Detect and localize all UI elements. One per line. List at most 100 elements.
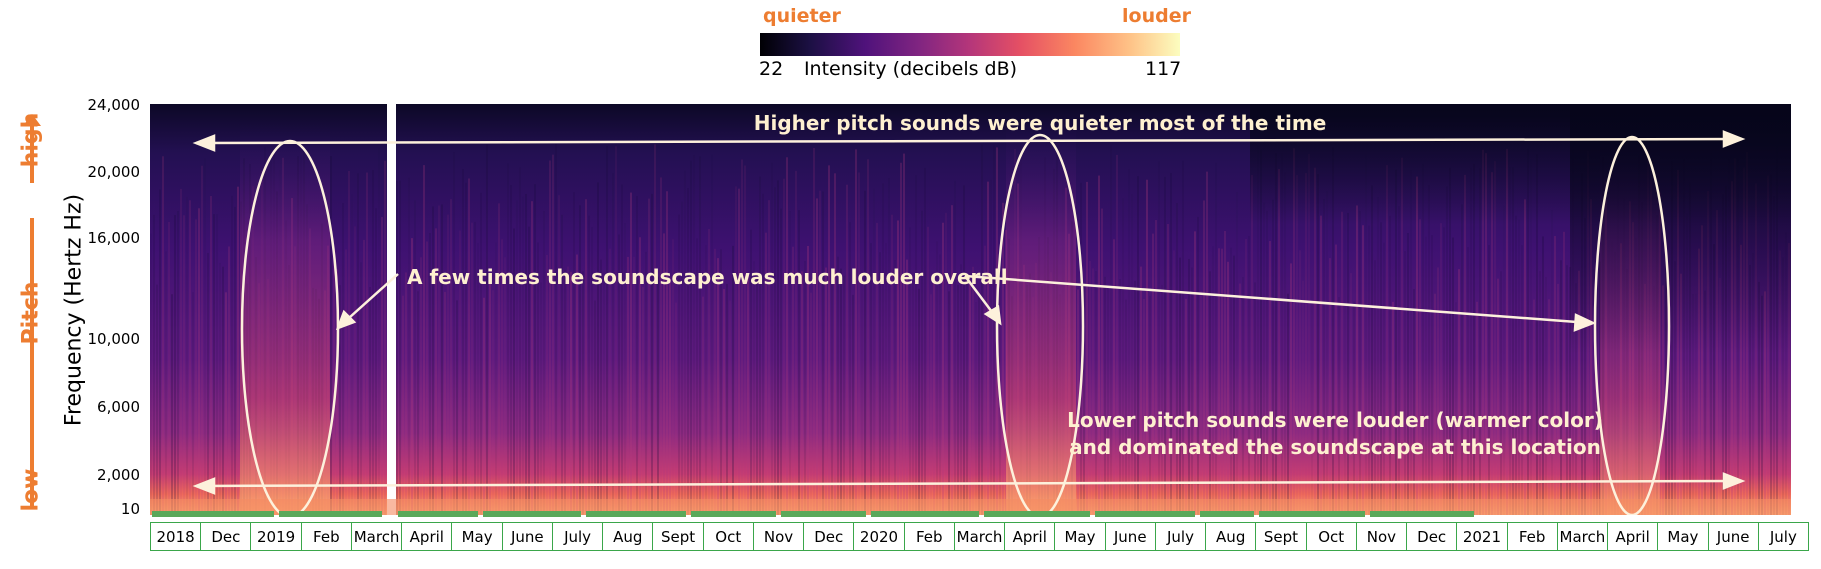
- streak: [1353, 301, 1355, 515]
- streak: [1347, 212, 1349, 515]
- streak: [939, 254, 941, 515]
- streak: [357, 173, 359, 515]
- streak: [420, 257, 422, 515]
- streak: [231, 195, 233, 515]
- streak: [921, 210, 923, 515]
- streak: [465, 182, 467, 515]
- colorbar-quieter-label: quieter: [763, 5, 841, 27]
- month-label: April: [1004, 522, 1056, 551]
- streak: [198, 208, 200, 515]
- streak: [1446, 186, 1448, 515]
- streak: [594, 300, 596, 515]
- streak: [1482, 149, 1484, 515]
- streak: [738, 188, 740, 515]
- streak: [1479, 168, 1481, 515]
- streak: [1086, 181, 1088, 515]
- streak: [648, 198, 650, 515]
- streak: [1416, 176, 1418, 515]
- streak: [1506, 148, 1508, 515]
- streak: [882, 183, 884, 515]
- streak: [1143, 298, 1145, 515]
- streak: [1542, 236, 1544, 515]
- streak: [1293, 148, 1295, 515]
- streak: [1560, 260, 1562, 515]
- streak: [1239, 283, 1241, 515]
- streak: [429, 233, 431, 515]
- streak: [687, 188, 689, 515]
- streak: [1149, 295, 1151, 515]
- streak: [1371, 185, 1373, 515]
- streak: [408, 177, 410, 515]
- streak: [1251, 175, 1253, 515]
- streak: [399, 180, 401, 515]
- annotation-top: Higher pitch sounds were quieter most of…: [754, 111, 1327, 135]
- streak: [549, 160, 551, 515]
- streak: [810, 292, 812, 515]
- streak: [186, 196, 188, 515]
- month-label: June: [1104, 522, 1156, 551]
- streak: [468, 178, 470, 515]
- streak: [966, 275, 968, 515]
- month-label: Sept: [652, 522, 704, 551]
- spectrogram: Higher pitch sounds were quieter most of…: [150, 104, 1791, 515]
- streak: [1197, 216, 1199, 515]
- streak: [906, 259, 908, 515]
- streak: [375, 208, 377, 515]
- streak: [708, 228, 710, 515]
- streak: [867, 159, 869, 515]
- streak: [534, 184, 536, 515]
- streak: [336, 269, 338, 515]
- streak: [729, 300, 731, 515]
- streak: [657, 276, 659, 515]
- streak: [456, 300, 458, 515]
- streak: [864, 190, 866, 515]
- y-tick-label: 10,000: [87, 330, 141, 348]
- streak: [885, 243, 887, 515]
- month-label: Nov: [1355, 522, 1408, 551]
- streak: [858, 172, 860, 515]
- streak: [1299, 250, 1301, 515]
- streak: [351, 194, 353, 515]
- streak: [948, 291, 950, 515]
- streak: [354, 226, 356, 515]
- streak: [936, 241, 938, 515]
- streak: [798, 210, 800, 515]
- streak: [1203, 200, 1205, 515]
- streak: [567, 266, 569, 515]
- streak: [405, 272, 407, 515]
- streak: [201, 165, 203, 515]
- month-label: Nov: [752, 522, 805, 551]
- streak: [1401, 157, 1403, 515]
- streak: [1095, 271, 1097, 515]
- streak: [573, 192, 575, 515]
- streak: [720, 249, 722, 515]
- streak: [564, 269, 566, 515]
- streak: [975, 302, 977, 515]
- streak: [1278, 169, 1280, 515]
- streak: [1380, 222, 1382, 515]
- streak: [372, 170, 374, 515]
- streak: [1308, 153, 1310, 515]
- streak: [714, 248, 716, 515]
- streak: [1491, 172, 1493, 515]
- streak: [1578, 270, 1580, 515]
- streak: [777, 180, 779, 515]
- streak: [1137, 176, 1139, 515]
- streak: [1362, 225, 1364, 515]
- loud-band-2: [1006, 124, 1076, 515]
- streak: [582, 271, 584, 515]
- streak: [1752, 253, 1754, 515]
- streak: [771, 162, 773, 515]
- streak: [579, 205, 581, 515]
- streak: [1566, 265, 1568, 515]
- streak: [741, 159, 743, 515]
- streak: [897, 220, 899, 515]
- streak: [909, 227, 911, 515]
- streak: [1230, 247, 1232, 515]
- y-tick-label: 24,000: [87, 96, 141, 114]
- streak: [558, 195, 560, 515]
- streak: [1515, 215, 1517, 515]
- streak: [855, 149, 857, 515]
- streak: [1272, 199, 1274, 515]
- streak: [1716, 210, 1718, 515]
